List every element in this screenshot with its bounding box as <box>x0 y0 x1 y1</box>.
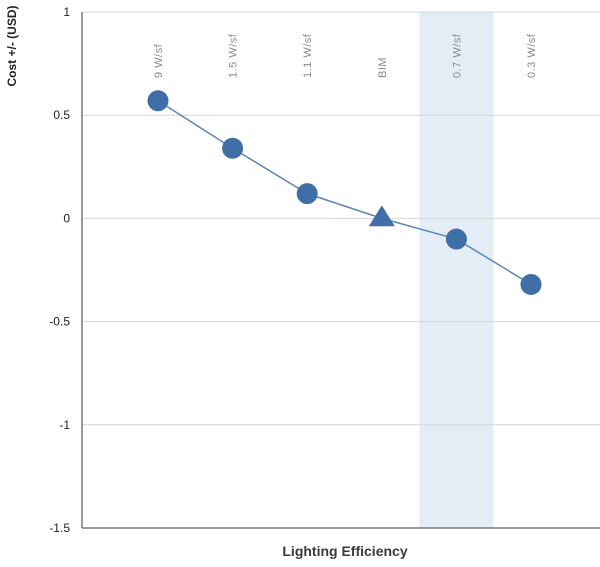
gridlines <box>82 11 600 426</box>
highlight-band <box>419 12 494 528</box>
data-point[interactable] <box>222 137 244 159</box>
series-points <box>147 90 542 295</box>
category-label: 9 W/sf <box>153 43 165 78</box>
x-axis-label: Lighting Efficiency <box>282 543 407 559</box>
y-tick-label: 0.5 <box>53 108 70 122</box>
y-tick-label: -1 <box>59 418 70 432</box>
data-point[interactable] <box>296 183 318 205</box>
data-point[interactable] <box>445 228 467 250</box>
y-tick-label: 0 <box>63 211 70 225</box>
y-tick-labels: 1 0.5 0 -0.5 -1 -1.5 <box>49 5 70 535</box>
category-label: 0.3 W/sf <box>526 33 538 78</box>
data-point[interactable] <box>147 90 169 112</box>
category-labels: 9 W/sf 1.5 W/sf 1.1 W/sf BIM 0.7 W/sf 0.3 W/s… <box>153 33 538 78</box>
category-label: 1.1 W/sf <box>302 33 314 78</box>
data-point-triangle[interactable] <box>368 205 395 227</box>
y-axis-label: Cost +/- (USD) <box>5 5 19 86</box>
y-tick-label: -1.5 <box>49 521 70 535</box>
series-line <box>157 100 532 286</box>
category-label: BIM <box>377 57 389 78</box>
y-tick-label: -0.5 <box>49 315 70 329</box>
y-tick-label: 1 <box>63 5 70 19</box>
category-label: 1.5 W/sf <box>228 33 240 78</box>
category-label: 0.7 W/sf <box>451 33 463 78</box>
data-point[interactable] <box>520 273 542 295</box>
